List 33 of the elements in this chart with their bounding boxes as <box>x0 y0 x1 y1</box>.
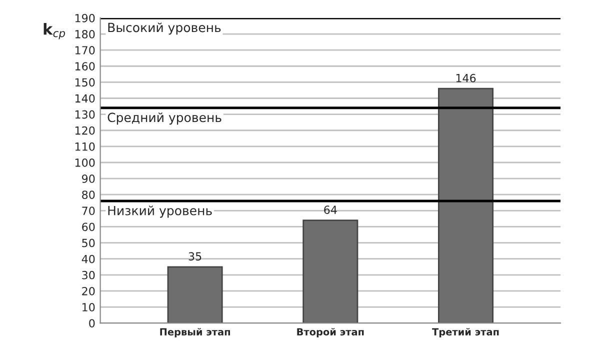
y-tick-label: 90 <box>82 174 95 183</box>
bar <box>438 88 494 324</box>
bar <box>167 266 223 324</box>
y-tick-label: 60 <box>82 222 95 232</box>
y-tick-label: 140 <box>75 94 95 103</box>
y-tick-label: 110 <box>75 142 95 151</box>
y-tick-label: 20 <box>82 286 95 296</box>
y-tick-label: 0 <box>89 319 95 328</box>
y-tick-label: 120 <box>75 126 95 135</box>
y-tick-label: 50 <box>82 238 95 248</box>
ref-line-label: Высокий уровень <box>108 22 221 35</box>
y-tick-label: 150 <box>75 78 95 87</box>
x-tick-label: Первый этап <box>160 328 230 338</box>
ref-line-label: Средний уровень <box>108 112 222 125</box>
y-tick-label: 180 <box>75 30 95 38</box>
x-tick-label: Третий этап <box>432 328 499 338</box>
y-tick-label: 190 <box>75 14 95 22</box>
data-label: 35 <box>188 252 202 261</box>
y-tick-label: 170 <box>75 46 95 54</box>
x-tick-label: Второй этап <box>297 328 364 338</box>
y-tick-label: 70 <box>82 206 95 216</box>
ref-line-label: Низкий уровень <box>108 206 212 218</box>
y-tick-label: 80 <box>82 190 95 199</box>
y-tick-label: 100 <box>75 158 95 167</box>
y-axis-title: k$_{ср}$ <box>44 22 65 40</box>
data-label: 64 <box>324 206 337 214</box>
y-tick-label: 160 <box>75 62 95 71</box>
y-tick-label: 130 <box>75 110 95 119</box>
bar <box>302 220 358 324</box>
y-tick-label: 40 <box>82 254 95 264</box>
y-tick-label: 30 <box>82 270 95 280</box>
data-label: 146 <box>456 74 476 82</box>
y-tick-label: 10 <box>82 303 95 312</box>
